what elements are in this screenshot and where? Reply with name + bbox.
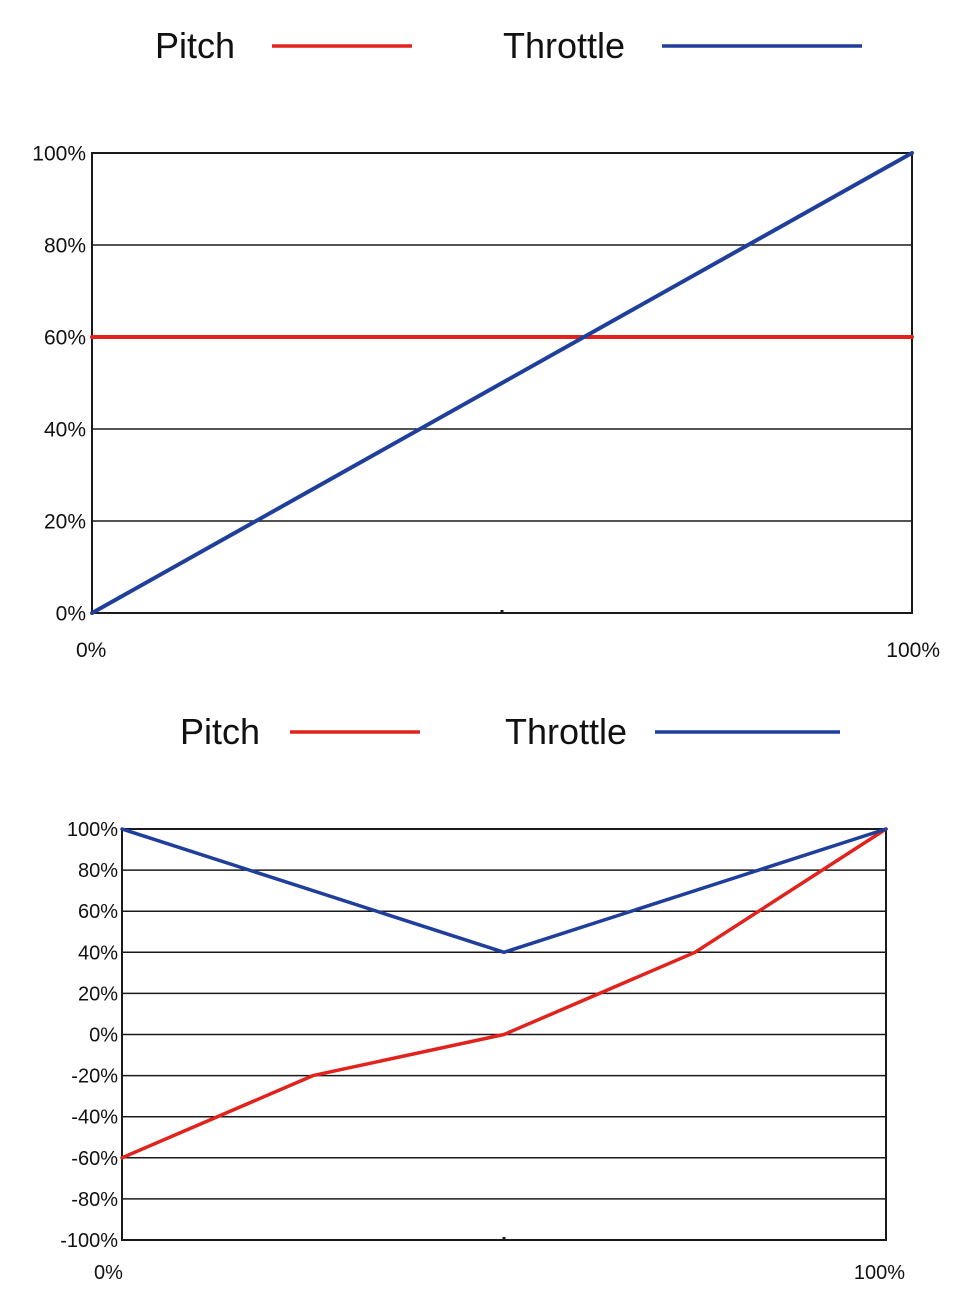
legend-label-pitch: Pitch	[180, 711, 260, 752]
series-line-pitch	[120, 827, 888, 1160]
y-tick-label: 100%	[67, 819, 118, 841]
y-tick-label: 0%	[89, 1025, 118, 1047]
y-tick-label: -100%	[60, 1230, 118, 1252]
y-tick-label: -60%	[71, 1148, 118, 1170]
y-tick-label: -80%	[71, 1189, 118, 1211]
y-tick-label: 60%	[44, 326, 86, 349]
y-tick-label: 60%	[78, 901, 118, 923]
y-tick-label: 20%	[78, 983, 118, 1005]
x-tick-label: 100%	[854, 1262, 905, 1284]
x-tick-label: 0%	[76, 639, 106, 662]
y-tick-label: 40%	[78, 942, 118, 964]
y-tick-label: 20%	[44, 510, 86, 533]
y-tick-label: 80%	[44, 234, 86, 257]
legend-label-throttle: Throttle	[505, 711, 627, 752]
series-line-throttle	[120, 827, 888, 955]
y-tick-label: 100%	[32, 142, 86, 165]
legend-label-pitch: Pitch	[155, 25, 235, 66]
y-tick-label: 0%	[56, 602, 86, 625]
legend-label-throttle: Throttle	[503, 25, 625, 66]
y-tick-label: -40%	[71, 1107, 118, 1129]
x-tick-label: 0%	[94, 1262, 123, 1284]
chart-1: Pitch Throttle 100% 80% 60% 40% 20% 0% 0% 100%	[32, 25, 940, 662]
y-tick-label: 80%	[78, 860, 118, 882]
series-line-throttle	[90, 151, 914, 615]
y-tick-label: -20%	[71, 1066, 118, 1088]
y-tick-label: 40%	[44, 418, 86, 441]
chart-2: Pitch Throttle 100% 80% 60% 40% 20% 0% -20% -40% -…	[60, 711, 905, 1284]
x-tick-label: 100%	[886, 639, 940, 662]
